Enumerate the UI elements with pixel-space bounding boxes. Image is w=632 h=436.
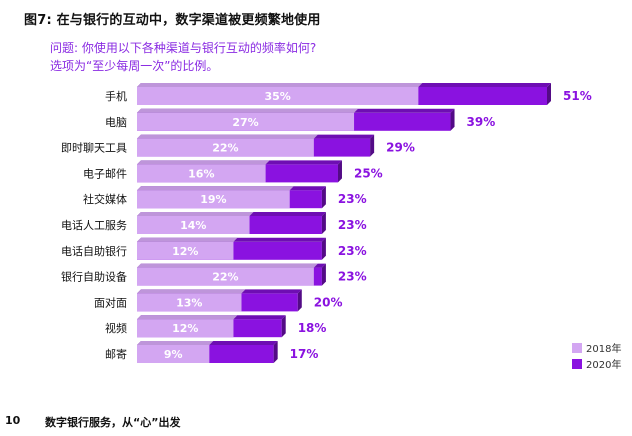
bar-2018 [137, 212, 254, 234]
value-label-2020: 25% [354, 166, 383, 180]
bar-2018 [137, 237, 238, 260]
value-label-2018: 13% [176, 296, 202, 309]
value-label-2018: 22% [212, 271, 238, 284]
legend-swatch-2020 [572, 358, 582, 369]
category-label: 电话自助银行 [61, 244, 127, 258]
value-label-2018: 19% [200, 193, 226, 206]
question-text: 问题: 你使用以下各种渠道与银行互动的频率如何? [50, 41, 317, 55]
category-label: 手机 [105, 89, 127, 103]
value-label-2020: 17% [290, 347, 319, 361]
value-label-2020: 29% [386, 141, 415, 155]
value-label-2020: 23% [338, 218, 367, 232]
legend-swatch-2018 [572, 342, 582, 353]
category-label: 社交媒体 [83, 192, 127, 206]
bar-2018 [137, 160, 270, 183]
legend-item-2020: 2020年 [572, 356, 621, 371]
footer-text: 数字银行服务，从“心”出发 [45, 416, 181, 429]
category-label: 电子邮件 [83, 167, 127, 180]
bar-2018 [137, 315, 238, 338]
value-label-2018: 35% [265, 90, 291, 103]
value-label-2020: 20% [314, 295, 343, 309]
bar-2018 [137, 83, 423, 105]
category-label: 视频 [105, 321, 127, 335]
category-label: 银行自助设备 [61, 270, 127, 284]
bar-2018 [137, 134, 318, 157]
category-label: 电脑 [105, 116, 127, 129]
page-number: 10 [5, 414, 21, 427]
question-note: 选项为“至少每周一次”的比例。 [50, 59, 219, 73]
value-label-2020: 18% [298, 321, 327, 335]
category-label: 电话人工服务 [61, 219, 127, 232]
value-label-2018: 14% [180, 219, 206, 232]
bar-2018 [137, 263, 318, 286]
chart-title: 图7: 在与银行的互动中，数字渠道被更频繁地使用 [24, 13, 321, 28]
value-label-2018: 9% [164, 348, 183, 361]
value-label-2020: 51% [563, 89, 592, 103]
bar-2018 [137, 341, 214, 363]
category-label: 即时聊天工具 [61, 141, 127, 155]
value-label-2018: 12% [172, 245, 198, 258]
category-label: 邮寄 [105, 347, 127, 361]
bar-2018 [137, 186, 294, 209]
value-label-2020: 23% [338, 270, 367, 284]
value-label-2018: 16% [188, 167, 214, 180]
legend-label-2018: 2018年 [586, 344, 622, 355]
value-label-2020: 23% [338, 192, 367, 206]
legend-item-2018: 2018年 [572, 340, 621, 355]
value-label-2018: 22% [212, 142, 238, 155]
category-label: 面对面 [94, 295, 127, 309]
value-label-2018: 12% [172, 322, 198, 335]
bar-2018 [137, 108, 359, 131]
value-label-2018: 27% [232, 116, 258, 129]
value-label-2020: 23% [338, 244, 367, 258]
legend-label-2020: 2020年 [586, 360, 622, 371]
bar-2018 [137, 289, 246, 312]
value-label-2020: 39% [467, 115, 496, 129]
